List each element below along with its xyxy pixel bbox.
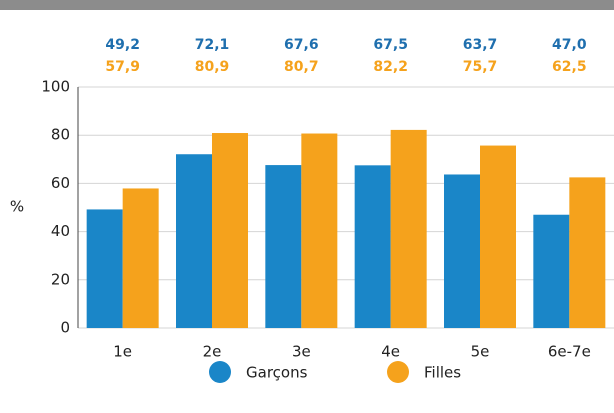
value-label: 62,5 bbox=[552, 59, 587, 75]
y-tick-label: 0 bbox=[60, 319, 70, 337]
bar bbox=[86, 209, 123, 328]
bar bbox=[480, 145, 516, 328]
x-tick-label: 1e bbox=[113, 343, 132, 361]
value-label: 63,7 bbox=[463, 37, 498, 53]
value-label: 82,2 bbox=[373, 59, 408, 75]
value-label: 49,2 bbox=[105, 37, 140, 53]
x-tick-label: 3e bbox=[292, 343, 311, 361]
bar bbox=[212, 133, 248, 328]
bar bbox=[354, 165, 391, 328]
legend-swatch bbox=[209, 361, 231, 383]
bar bbox=[122, 188, 159, 328]
value-label: 67,5 bbox=[373, 37, 408, 53]
bar bbox=[444, 174, 480, 328]
value-label: 80,9 bbox=[195, 59, 230, 75]
value-label: 75,7 bbox=[463, 59, 498, 75]
x-tick-label: 5e bbox=[471, 343, 490, 361]
bar bbox=[301, 133, 338, 328]
bar bbox=[265, 165, 302, 328]
legend-label: Garçons bbox=[246, 364, 308, 382]
x-tick-label: 4e bbox=[381, 343, 400, 361]
x-tick-label: 6e-7e bbox=[548, 343, 591, 361]
value-label: 72,1 bbox=[195, 37, 230, 53]
bar bbox=[569, 177, 606, 328]
bar bbox=[390, 129, 427, 328]
y-tick-label: 20 bbox=[51, 270, 70, 288]
y-axis-label: % bbox=[10, 198, 24, 216]
legend-swatch bbox=[387, 361, 409, 383]
y-tick-label: 80 bbox=[51, 126, 70, 144]
legend-label: Filles bbox=[424, 364, 461, 382]
value-label: 57,9 bbox=[105, 59, 140, 75]
y-tick-label: 40 bbox=[51, 222, 70, 240]
bar bbox=[533, 214, 570, 328]
y-tick-label: 100 bbox=[41, 78, 70, 96]
x-tick-label: 2e bbox=[203, 343, 222, 361]
header-band bbox=[0, 0, 614, 10]
value-label: 80,7 bbox=[284, 59, 319, 75]
value-label: 47,0 bbox=[552, 37, 587, 53]
y-tick-label: 60 bbox=[51, 174, 70, 192]
bar bbox=[176, 154, 212, 328]
value-label: 67,6 bbox=[284, 37, 319, 53]
